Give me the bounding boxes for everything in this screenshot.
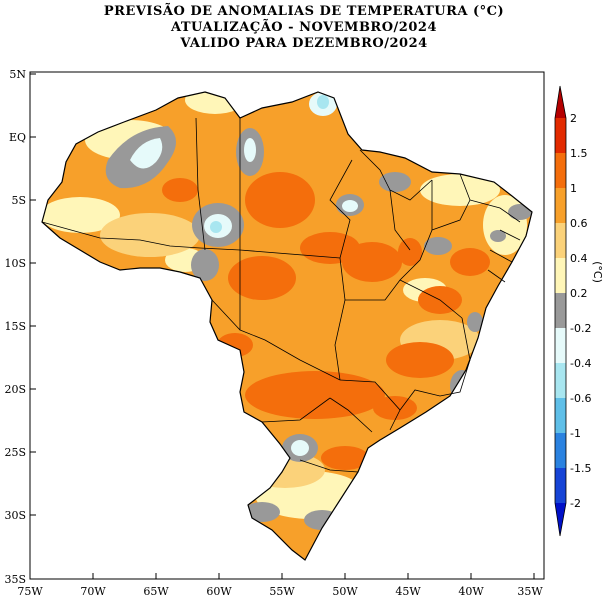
- colorbar-label-neg-0-2: -0.2: [570, 322, 591, 335]
- colorbar-label-1-5: 1.5: [570, 147, 588, 160]
- lat-label-20s: 20S: [4, 383, 26, 396]
- lat-label-15s: 15S: [4, 320, 26, 333]
- lon-label-70w: 70W: [80, 585, 106, 598]
- field-mod-neg-areas: [210, 95, 329, 233]
- colorbar-seg-9: [555, 398, 566, 433]
- colorbar-label-2: 2: [570, 112, 577, 125]
- state-boundaries: [41, 117, 521, 473]
- colorbar-seg-8: [555, 363, 566, 398]
- lon-label-50w: 50W: [332, 585, 358, 598]
- field-strong-pos-areas: [162, 172, 490, 470]
- lat-label-25s: 25S: [4, 446, 26, 459]
- brazil-outline: [41, 91, 533, 561]
- colorbar-bottom-arrow: [555, 503, 566, 536]
- lat-labels: 5N EQ 5S 10S 15S 20S 25S 30S 35S: [4, 68, 26, 586]
- colorbar-label-neg-2: -2: [570, 497, 581, 510]
- lon-label-40w: 40W: [458, 585, 484, 598]
- lat-label-5s: 5S: [11, 194, 26, 207]
- colorbar-label-1: 1: [570, 182, 577, 195]
- colorbar-label-0-6: 0.6: [570, 217, 588, 230]
- lat-ticks: [30, 73, 36, 516]
- lat-label-5n: 5N: [9, 68, 26, 81]
- colorbar-seg-10: [555, 433, 566, 468]
- lon-label-55w: 55W: [269, 585, 295, 598]
- map-subtitle-valid: VALIDO PARA DEZEMBRO/2024: [180, 36, 428, 51]
- colorbar-label-neg-0-6: -0.6: [570, 392, 591, 405]
- lat-label-eq: EQ: [9, 131, 26, 144]
- colorbar-label-0-2: 0.2: [570, 287, 588, 300]
- lat-label-30s: 30S: [4, 509, 26, 522]
- lon-label-60w: 60W: [206, 585, 232, 598]
- colorbar: 2 1.5 1 0.6 0.4 0.2 -0.2 -0.4 -0.6 -1 -1…: [554, 85, 604, 537]
- colorbar-top-arrow: [555, 86, 566, 118]
- colorbar-outline: [554, 85, 567, 537]
- lat-label-35s: 35S: [4, 573, 26, 586]
- colorbar-seg-6: [555, 293, 566, 328]
- colorbar-label-neg-1-5: -1.5: [570, 462, 591, 475]
- map-subtitle-update: ATUALIZAÇÃO - NOVEMBRO/2024: [171, 20, 437, 35]
- lon-label-75w: 75W: [17, 585, 43, 598]
- lon-labels: 75W 70W 65W 60W 55W 50W 45W 40W 35W: [17, 585, 543, 598]
- colorbar-seg-11: [555, 468, 566, 503]
- colorbar-seg-2: [555, 153, 566, 188]
- colorbar-seg-3: [555, 188, 566, 223]
- colorbar-seg-1: [555, 118, 566, 153]
- colorbar-seg-4: [555, 223, 566, 258]
- colorbar-seg-5: [555, 258, 566, 293]
- lon-ticks: [29, 573, 535, 579]
- colorbar-label-0-4: 0.4: [570, 252, 588, 265]
- lon-label-65w: 65W: [143, 585, 169, 598]
- lon-label-35w: 35W: [517, 585, 543, 598]
- colorbar-label-neg-1: -1: [570, 427, 581, 440]
- lon-label-45w: 45W: [395, 585, 421, 598]
- map-title: PREVISÃO DE ANOMALIAS DE TEMPERATURA (°C…: [103, 4, 505, 19]
- colorbar-label-neg-0-4: -0.4: [570, 357, 591, 370]
- colorbar-unit: (°C): [591, 261, 604, 283]
- colorbar-seg-7: [555, 328, 566, 363]
- lat-label-10s: 10S: [4, 257, 26, 270]
